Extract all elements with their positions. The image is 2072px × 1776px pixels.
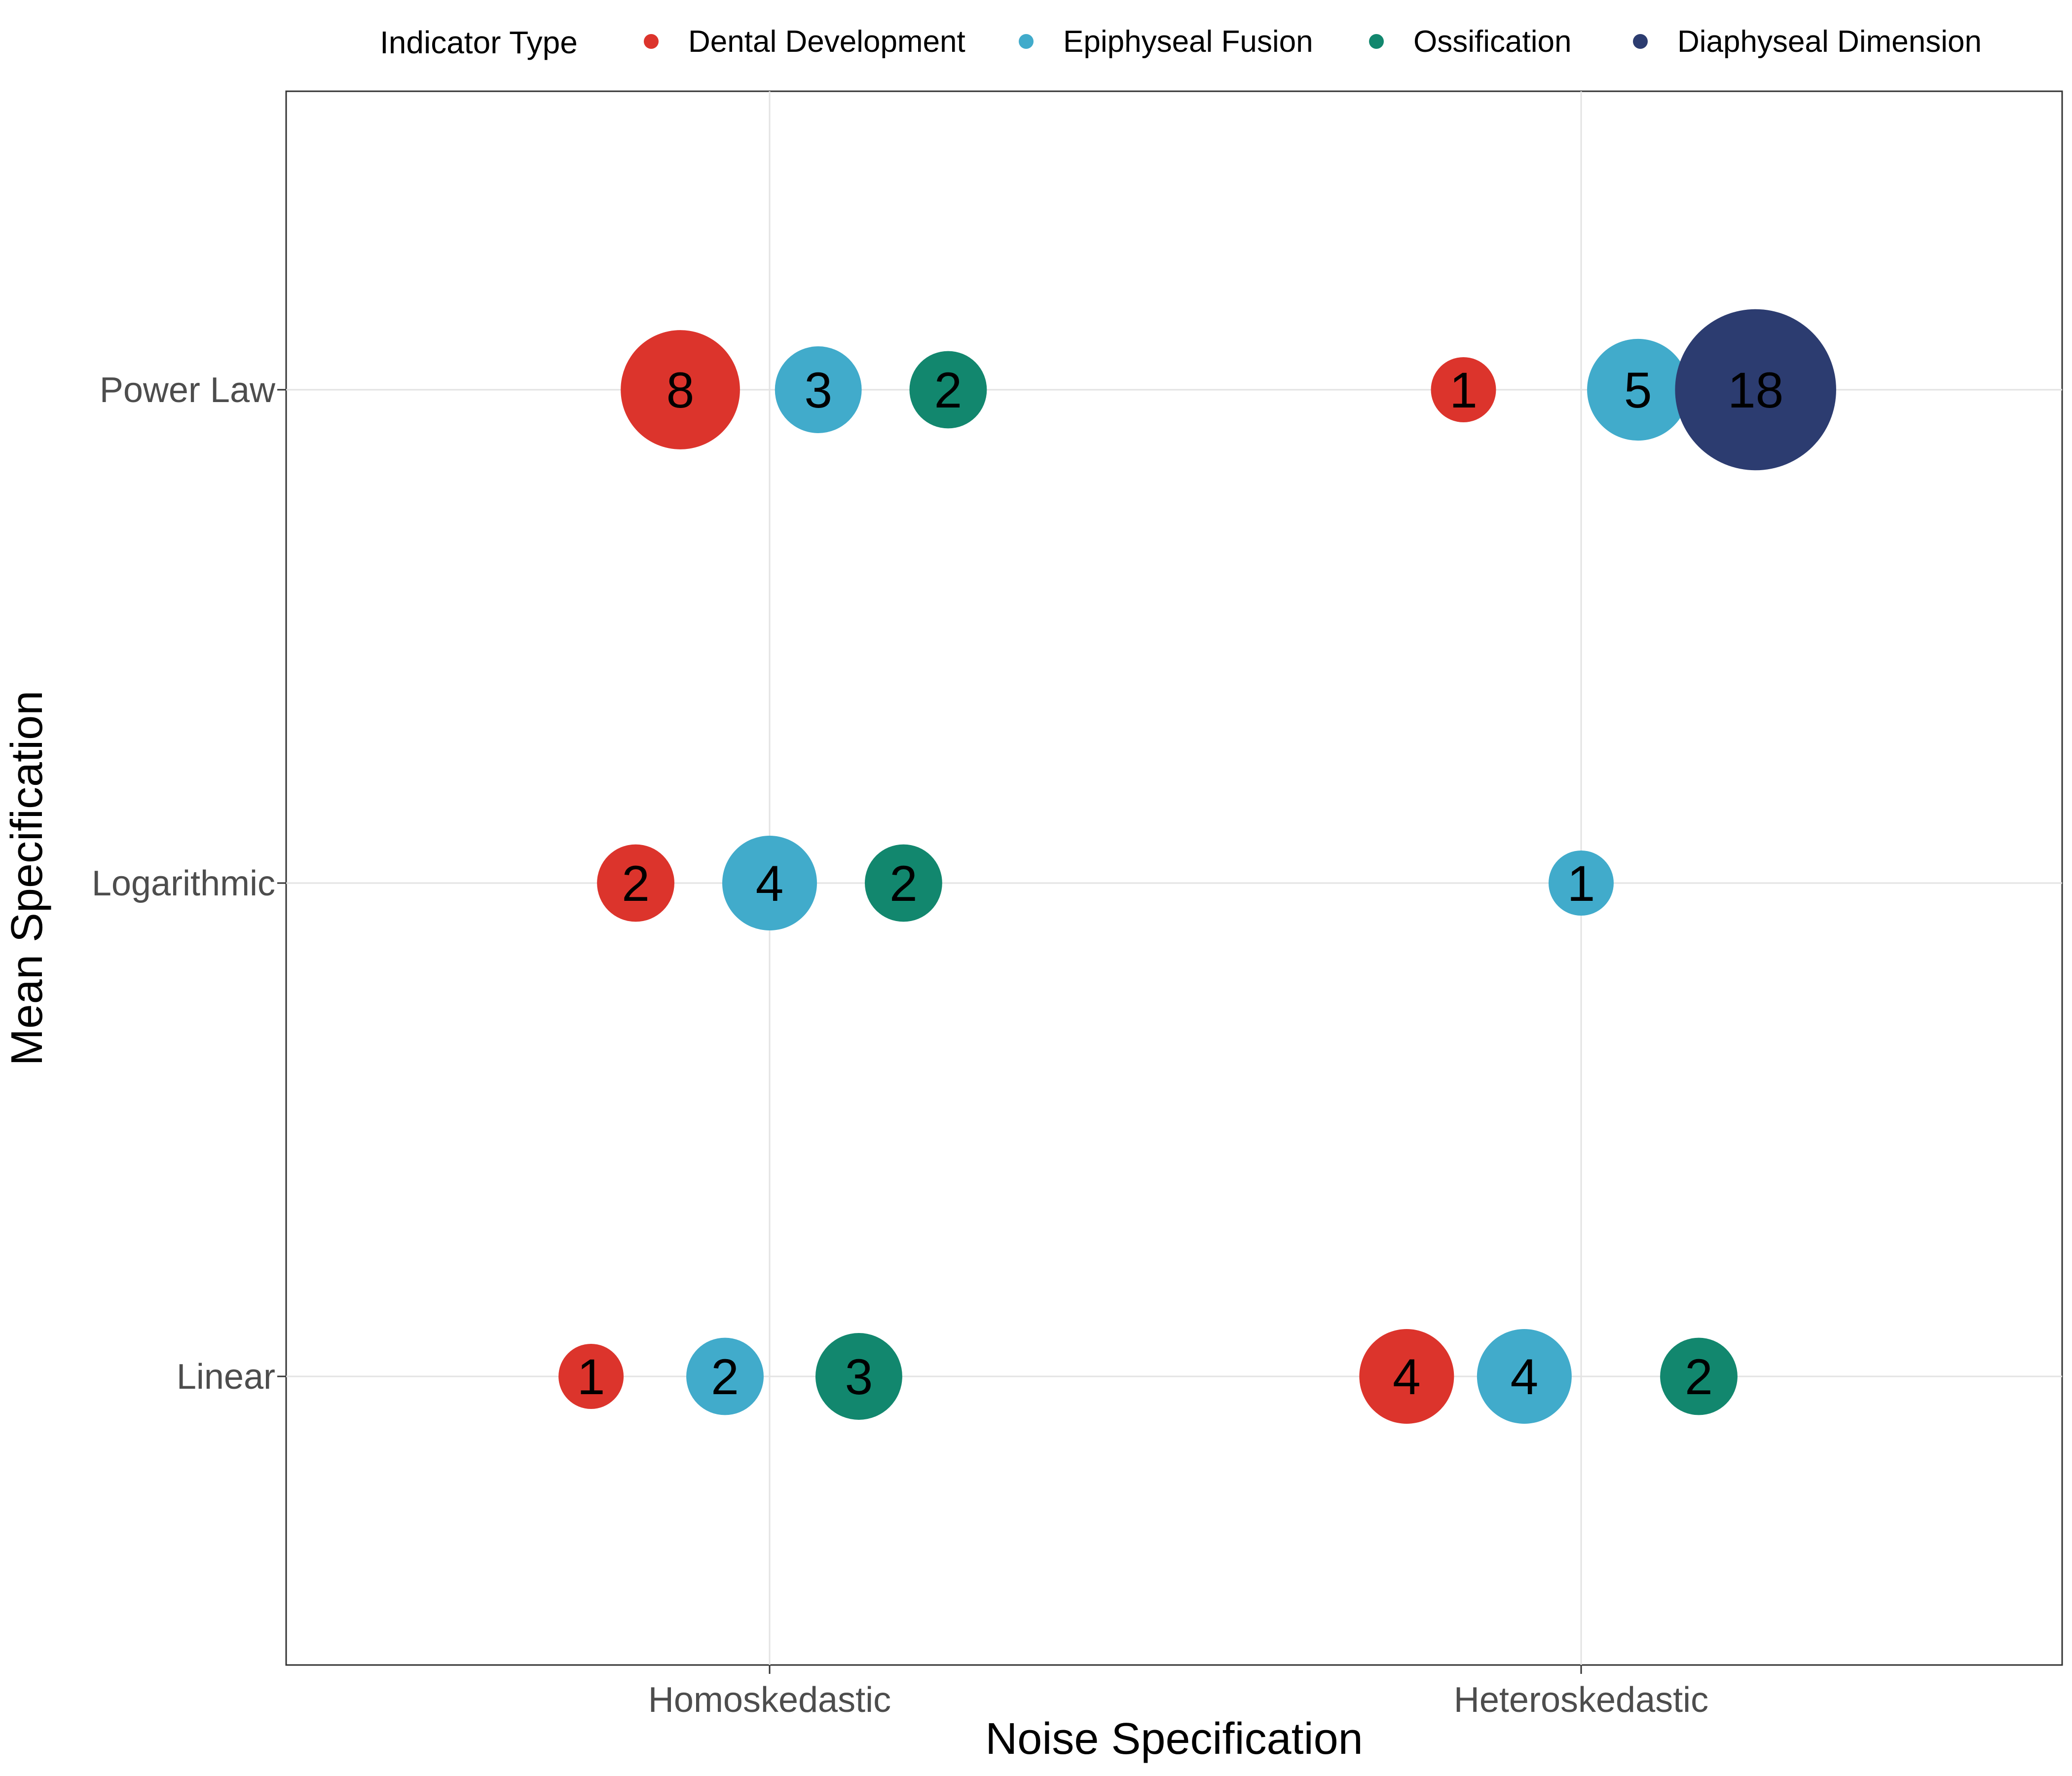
bubble: 4: [1477, 1329, 1572, 1424]
bubble-count-label: 18: [1728, 362, 1783, 418]
bubble-count-label: 4: [1393, 1349, 1421, 1405]
legend-label: Epiphyseal Fusion: [1063, 25, 1313, 59]
bubble: 1: [1549, 851, 1614, 916]
bubble-count-label: 2: [711, 1349, 739, 1405]
bubble-count-label: 4: [756, 855, 784, 912]
bubble-count-label: 2: [934, 362, 962, 418]
bubble-circle: [909, 351, 987, 429]
legend-entry: Epiphyseal Fusion: [1019, 25, 1313, 59]
bubble: 2: [909, 351, 987, 429]
bubble-circle: [815, 1333, 902, 1420]
x-axis-title: Noise Specification: [985, 1714, 1363, 1764]
legend-entry: Dental Development: [644, 25, 965, 59]
bubble-circle: [864, 844, 942, 922]
bubble-circle: [597, 844, 675, 922]
bubble-circle: [558, 1344, 624, 1409]
bubble: 5: [1587, 338, 1689, 441]
x-tick-label: Homoskedastic: [648, 1680, 891, 1720]
bubble-circle: [1587, 338, 1689, 441]
bubble: 2: [597, 844, 675, 922]
legend-key: [1633, 34, 1648, 49]
legend-entry: Ossification: [1369, 25, 1571, 59]
bubble-circle: [1359, 1329, 1454, 1424]
bubble: 2: [864, 844, 942, 922]
bubble: 3: [815, 1333, 902, 1420]
legend-key: [1019, 34, 1034, 49]
bubble-count-label: 3: [845, 1349, 873, 1405]
bubble-count-label: 2: [1685, 1349, 1713, 1405]
bubble-circle: [1431, 357, 1496, 422]
x-tick-label: Heteroskedastic: [1454, 1680, 1708, 1720]
bubble-count-label: 3: [804, 362, 832, 418]
bubble: 2: [1660, 1337, 1738, 1415]
bubble-count-label: 8: [666, 362, 695, 418]
bubble-count-label: 1: [1567, 855, 1595, 912]
y-tick-label: Power Law: [100, 370, 276, 410]
bubble: 1: [1431, 357, 1496, 422]
bubble-circle: [775, 346, 862, 433]
bubble-circle: [722, 836, 817, 930]
legend-label: Ossification: [1413, 25, 1571, 59]
y-axis-ticks: Linear Logarithmic Power Law: [92, 370, 286, 1397]
bubble-circle: [621, 330, 740, 449]
bubble-count-label: 1: [1449, 362, 1478, 418]
legend-title: Indicator Type: [380, 25, 578, 60]
bubble: 1: [558, 1344, 624, 1409]
legend-label: Dental Development: [688, 25, 965, 59]
bubble-circle: [1549, 851, 1614, 916]
bubble-count-label: 2: [622, 855, 650, 912]
legend: Indicator Type Dental Development Epiphys…: [380, 25, 1982, 60]
bubble: 3: [775, 346, 862, 433]
bubble-count-label: 2: [889, 855, 918, 912]
bubble: 4: [722, 836, 817, 930]
y-axis-title: Mean Specification: [2, 691, 52, 1066]
bubble: 18: [1675, 309, 1836, 471]
bubble-count-label: 4: [1510, 1349, 1538, 1405]
bubbles: 8 3 2 1 5 18 2 4 2 1 1 2 3 4 4 2: [558, 309, 1836, 1424]
bubble-count-label: 5: [1624, 362, 1652, 418]
legend-key: [1369, 34, 1384, 49]
bubble-circle: [1660, 1337, 1738, 1415]
bubble: 8: [621, 330, 740, 449]
legend-label: Diaphyseal Dimension: [1677, 25, 1982, 59]
bubble: 2: [686, 1337, 764, 1415]
legend-key: [644, 34, 659, 49]
bubble-circle: [686, 1337, 764, 1415]
bubble-circle: [1675, 309, 1836, 471]
y-tick-label: Logarithmic: [92, 864, 275, 903]
legend-entry: Diaphyseal Dimension: [1633, 25, 1982, 59]
bubble-circle: [1477, 1329, 1572, 1424]
bubble-count-label: 1: [577, 1349, 605, 1405]
x-axis-ticks: Homoskedastic Heteroskedastic: [648, 1665, 1708, 1720]
y-tick-label: Linear: [177, 1357, 275, 1397]
bubble: 4: [1359, 1329, 1454, 1424]
